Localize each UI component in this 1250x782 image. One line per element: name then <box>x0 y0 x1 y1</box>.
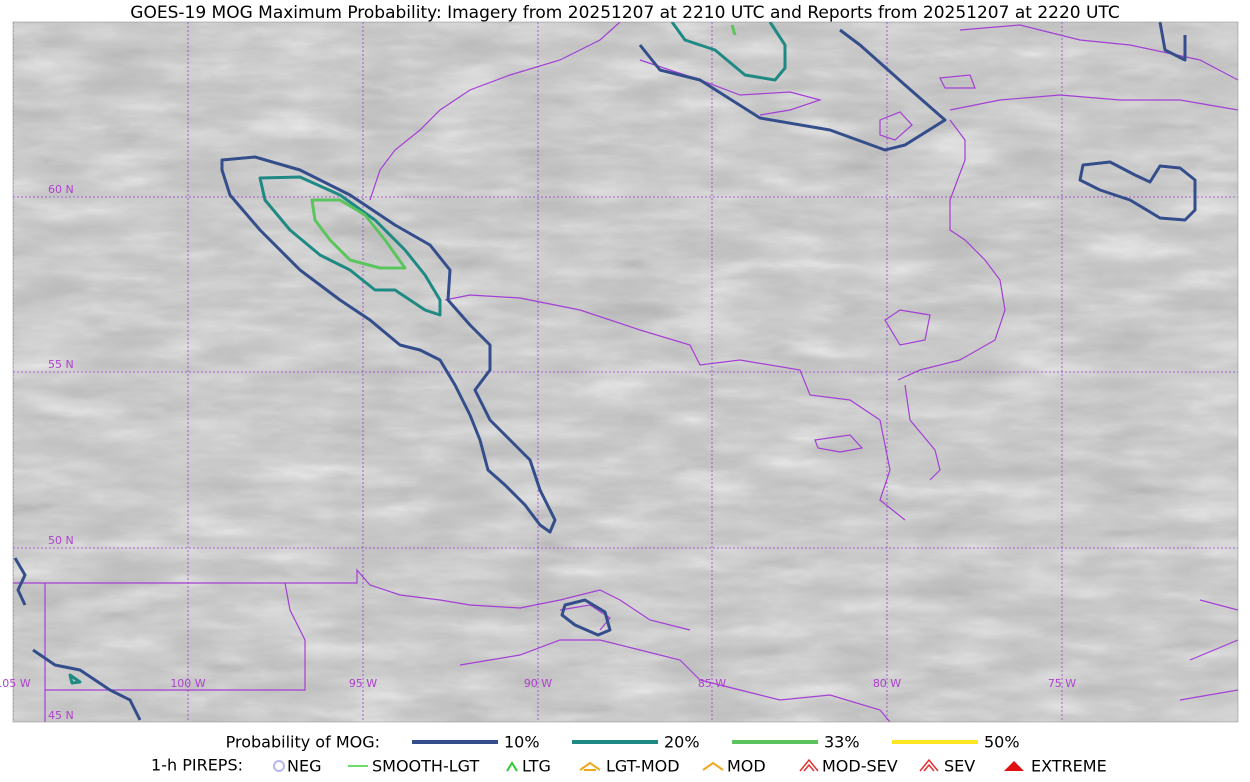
legend-label: 50% <box>984 733 1020 752</box>
contour-10 <box>220 155 557 534</box>
lon-label: 105 W <box>0 677 31 690</box>
graticule <box>13 22 1238 722</box>
graticule-labels: 60 N 55 N 50 N 45 N 105 W 100 W 95 W 90 W 85 W 80… <box>0 183 1076 722</box>
pirep-symbol <box>1004 761 1024 771</box>
lon-label: 85 W <box>698 677 726 690</box>
map <box>13 22 1238 722</box>
pirep-symbol <box>919 758 939 772</box>
legend-label: 20% <box>664 733 700 752</box>
pirep-symbol <box>799 758 819 772</box>
pirep-label: NEG <box>287 757 321 776</box>
pirep-label: EXTREME <box>1031 757 1107 776</box>
probability-contours <box>13 22 1197 721</box>
pirep-label: MOD <box>727 757 766 776</box>
lat-label: 60 N <box>48 183 74 196</box>
contour-33 <box>310 24 737 270</box>
lon-label: 95 W <box>349 677 377 690</box>
pirep-icon <box>506 761 518 772</box>
title: GOES-19 MOG Maximum Probability: Imagery… <box>130 3 1119 23</box>
legend-title: Probability of MOG: <box>226 733 380 752</box>
contour-10 <box>1078 160 1197 222</box>
legend-label: 33% <box>824 733 860 752</box>
pirep-symbol <box>579 761 601 771</box>
legend-label: 10% <box>504 733 540 752</box>
pirep-symbol <box>702 761 724 771</box>
pirep-label: LGT-MOD <box>606 757 680 776</box>
pirep-label: MOD-SEV <box>822 757 898 776</box>
pirep-icon <box>1004 761 1024 771</box>
coastlines <box>13 22 1238 722</box>
pirep-icon <box>799 758 819 772</box>
map-frame <box>12 21 1239 723</box>
pirep-icon <box>702 761 724 771</box>
lon-label: 90 W <box>524 677 552 690</box>
contour-10 <box>638 28 947 152</box>
lon-label: 75 W <box>1048 677 1076 690</box>
pirep-icon <box>273 760 285 772</box>
lon-label: 100 W <box>170 677 205 690</box>
contour-20 <box>258 175 442 317</box>
lon-label: 80 W <box>873 677 901 690</box>
contour-10 <box>560 598 612 637</box>
pirep-label: SEV <box>944 757 975 776</box>
legend: Probability of MOG: 10% 20% 33% 50% 1-h PIREP… <box>151 733 1107 776</box>
lat-label: 50 N <box>48 534 74 547</box>
pirep-symbol <box>506 761 518 772</box>
pirep-symbol <box>273 760 285 772</box>
legend-title: 1-h PIREPS: <box>151 756 243 775</box>
pirep-label: LTG <box>522 757 551 776</box>
pirep-icon <box>919 758 939 772</box>
contour-20 <box>68 22 787 685</box>
lat-label: 45 N <box>48 709 74 722</box>
pirep-icon <box>579 761 601 771</box>
lat-label: 55 N <box>48 358 74 371</box>
contour-10 <box>13 22 1187 721</box>
pirep-label: SMOOTH-LGT <box>372 757 479 776</box>
